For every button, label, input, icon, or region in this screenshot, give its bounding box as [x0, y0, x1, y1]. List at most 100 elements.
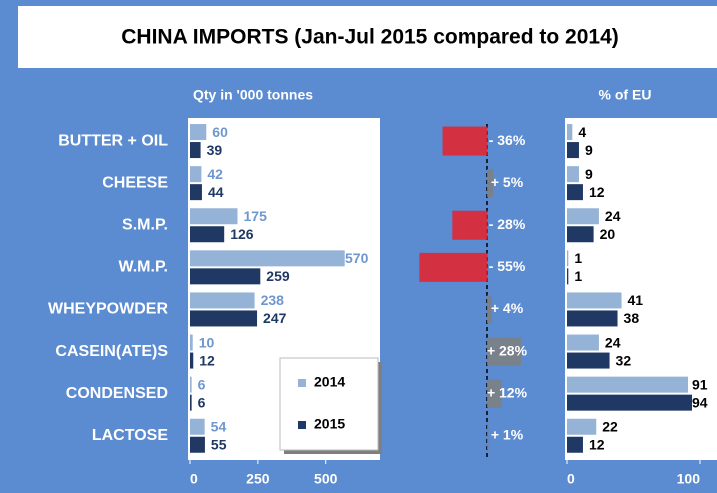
bar — [190, 436, 205, 453]
bar — [567, 124, 573, 141]
data-label: 94 — [692, 394, 708, 410]
change-label: + 5% — [491, 174, 524, 190]
bar — [190, 226, 225, 243]
data-label: 42 — [207, 166, 223, 182]
data-label: 22 — [602, 418, 618, 434]
bar — [190, 334, 193, 351]
category-label: S.M.P. — [122, 216, 168, 233]
bar — [567, 226, 594, 243]
x-tick-label: 100 — [677, 471, 701, 487]
data-label: 24 — [605, 334, 621, 350]
bar — [567, 352, 610, 369]
data-label: 259 — [266, 268, 290, 284]
data-label: 175 — [244, 208, 268, 224]
bar — [190, 250, 345, 267]
bar — [567, 184, 583, 201]
bar — [190, 292, 255, 309]
change-label: + 12% — [487, 384, 528, 400]
legend-label: 2014 — [314, 374, 345, 390]
data-label: 6 — [198, 376, 206, 392]
category-label: LACTOSE — [92, 427, 168, 444]
data-label: 4 — [578, 124, 586, 140]
data-label: 12 — [199, 352, 215, 368]
data-label: 20 — [600, 226, 616, 242]
bar — [567, 250, 569, 267]
x-tick-label: 0 — [190, 471, 198, 487]
right-subtitle: % of EU — [599, 87, 652, 103]
category-label: CASEIN(ATE)S — [55, 343, 168, 360]
bar — [190, 352, 194, 369]
data-label: 44 — [208, 184, 224, 200]
bar — [190, 376, 192, 393]
data-label: 570 — [345, 250, 369, 266]
page-title: CHINA IMPORTS (Jan-Jul 2015 compared to … — [121, 26, 619, 49]
data-label: 238 — [261, 292, 285, 308]
bar — [190, 268, 261, 285]
bar — [567, 394, 693, 411]
legend-box — [279, 357, 379, 451]
data-label: 9 — [585, 166, 593, 182]
x-tick-label: 250 — [246, 471, 270, 487]
data-label: 54 — [211, 418, 227, 434]
change-bar — [487, 379, 502, 408]
change-label: + 4% — [491, 300, 524, 316]
bar — [567, 310, 618, 327]
category-label: CHEESE — [102, 174, 168, 191]
bar — [190, 166, 202, 183]
bar — [567, 268, 569, 285]
category-label: W.M.P. — [119, 259, 169, 276]
bar — [567, 142, 579, 159]
data-label: 24 — [605, 208, 621, 224]
bar — [190, 394, 192, 411]
legend-swatch — [298, 379, 306, 387]
data-label: 38 — [624, 310, 640, 326]
data-label: 6 — [198, 394, 206, 410]
change-bar — [487, 169, 494, 198]
data-label: 91 — [692, 376, 708, 392]
legend-swatch — [298, 421, 306, 429]
change-label: - 28% — [489, 216, 526, 232]
change-bar — [419, 252, 488, 282]
data-label: 32 — [616, 352, 632, 368]
data-label: 12 — [589, 184, 605, 200]
legend-label: 2015 — [314, 416, 345, 432]
category-label: BUTTER + OIL — [58, 132, 168, 149]
bar — [567, 436, 583, 453]
data-label: 12 — [589, 436, 605, 452]
change-label: - 36% — [489, 132, 526, 148]
bar — [190, 418, 205, 435]
bar — [190, 310, 258, 327]
change-bar — [442, 126, 488, 156]
x-tick-label: 500 — [314, 471, 338, 487]
data-label: 126 — [230, 226, 254, 242]
category-label: CONDENSED — [66, 385, 168, 402]
data-label: 41 — [628, 292, 644, 308]
change-label: + 28% — [487, 342, 528, 358]
x-tick-label: 0 — [567, 471, 575, 487]
data-label: 247 — [263, 310, 287, 326]
data-label: 39 — [207, 142, 223, 158]
bar — [567, 292, 622, 309]
data-label: 60 — [212, 124, 228, 140]
category-label: WHEYPOWDER — [48, 301, 168, 318]
title-box — [18, 6, 717, 68]
bar — [190, 208, 238, 225]
bar — [190, 142, 201, 159]
change-label: + 1% — [491, 426, 524, 442]
left-subtitle: Qty in '000 tonnes — [193, 87, 313, 103]
data-label: 1 — [574, 250, 582, 266]
change-bar — [487, 337, 522, 366]
bar — [190, 184, 202, 201]
bar — [190, 124, 207, 141]
data-label: 1 — [574, 268, 582, 284]
bar — [567, 334, 599, 351]
data-label: 9 — [585, 142, 593, 158]
bar — [567, 418, 597, 435]
bar — [567, 208, 599, 225]
change-bar — [487, 421, 489, 450]
data-label: 55 — [211, 436, 227, 452]
change-label: - 55% — [489, 258, 526, 274]
bar — [567, 166, 579, 183]
